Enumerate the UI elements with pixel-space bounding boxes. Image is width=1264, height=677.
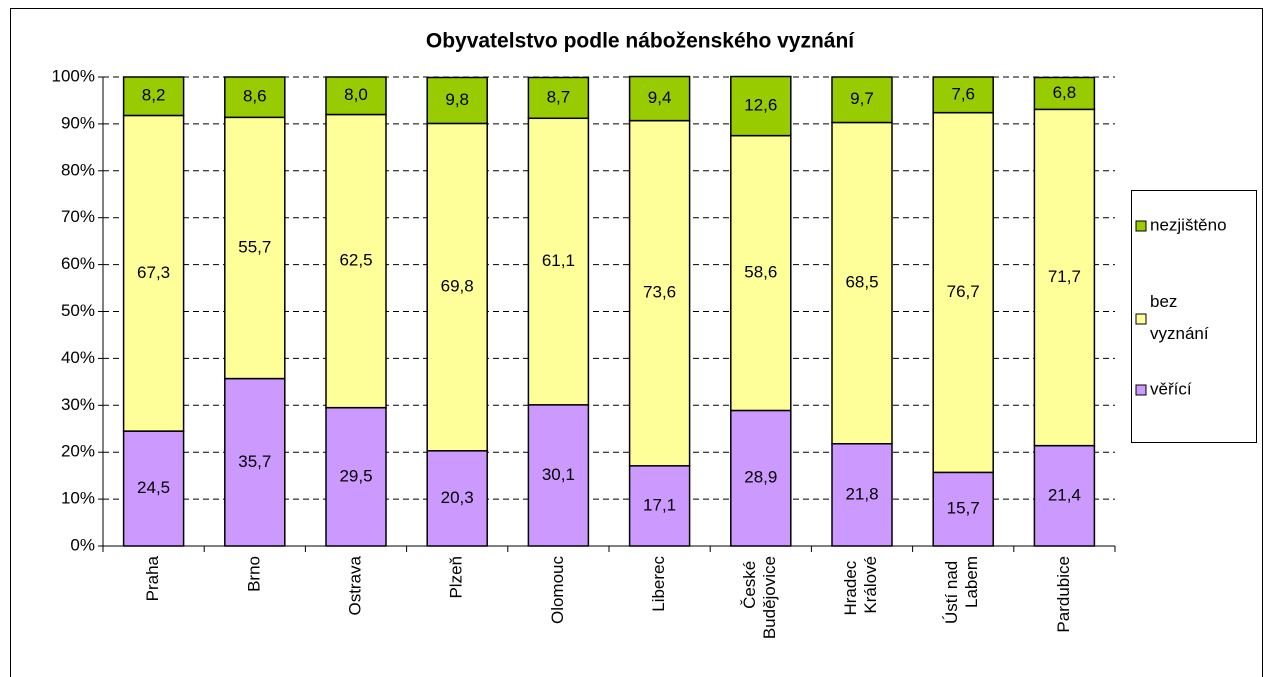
data-label: 55,7	[238, 237, 271, 256]
data-label: 6,8	[1053, 83, 1077, 102]
x-tick-label: Plzeň	[447, 556, 466, 599]
data-label: 73,6	[643, 283, 676, 302]
bar-segment	[730, 75, 792, 137]
data-label: 58,6	[744, 263, 777, 282]
chart-title: Obyvatelstvo podle náboženského vyznání	[426, 30, 855, 53]
data-label: 28,9	[744, 468, 777, 487]
y-tick-label: 20%	[61, 442, 95, 461]
data-label: 17,1	[643, 495, 676, 514]
legend-label: věřící	[1150, 379, 1192, 398]
data-label: 12,6	[744, 96, 777, 115]
bar-segment	[628, 75, 691, 122]
bar-segment	[1033, 76, 1096, 111]
y-tick-label: 0%	[70, 535, 95, 554]
x-label-group: Brno	[244, 556, 263, 592]
data-label: 69,8	[441, 277, 474, 296]
data-label: 7,6	[951, 84, 975, 103]
data-label: 8,6	[243, 87, 267, 106]
bar-segment	[122, 114, 185, 432]
legend-swatch	[1135, 220, 1147, 232]
legend-swatch	[1135, 384, 1147, 396]
legend-label: bez vyznání	[1150, 292, 1209, 343]
bar-segment	[224, 116, 286, 380]
y-tick-label: 40%	[61, 348, 95, 367]
bar-segment	[831, 443, 893, 547]
x-label-group: Ústí nad Labem	[943, 556, 982, 624]
bar-segment	[730, 409, 792, 547]
bar-segment	[932, 76, 994, 114]
data-label: 67,3	[137, 263, 170, 282]
x-label-group: Plzeň	[447, 556, 466, 599]
data-label: 8,2	[142, 86, 166, 105]
x-label-group: Ostrava	[345, 555, 364, 615]
bar-segment	[527, 76, 590, 120]
bar-segment	[831, 121, 893, 445]
data-label: 71,7	[1048, 267, 1081, 286]
legend-swatch	[1135, 313, 1147, 325]
x-label-group: Praha	[143, 555, 162, 601]
bar-segment	[932, 471, 994, 547]
data-label: 8,0	[344, 85, 368, 104]
bar-segment	[527, 404, 590, 547]
y-tick-label: 60%	[61, 254, 95, 273]
data-label: 30,1	[542, 465, 575, 484]
data-label: 24,5	[137, 478, 170, 497]
data-label: 15,7	[947, 499, 980, 518]
bar-segment	[730, 134, 792, 412]
data-label: 21,4	[1048, 485, 1081, 504]
x-tick-label: Praha	[143, 555, 162, 601]
data-label: 20,3	[441, 488, 474, 507]
legend-label: nezjištěno	[1150, 215, 1227, 234]
x-label-group: Liberec	[649, 556, 668, 612]
y-tick-label: 80%	[61, 160, 95, 179]
data-label: 9,8	[445, 90, 469, 109]
bar-segment	[1033, 108, 1096, 447]
data-label: 21,8	[845, 484, 878, 503]
bar-segment	[224, 76, 286, 119]
bar-segment	[527, 117, 590, 406]
data-label: 9,4	[648, 88, 672, 107]
data-label: 9,7	[850, 89, 874, 108]
x-tick-label: Hradec Králové	[841, 556, 880, 616]
x-tick-label: Liberec	[649, 556, 668, 612]
bar-segment	[831, 76, 893, 124]
y-tick-label: 100%	[52, 66, 95, 85]
bar-segment	[426, 76, 488, 125]
data-label: 29,5	[339, 466, 372, 485]
bar-segment	[122, 430, 185, 547]
y-tick-label: 10%	[61, 489, 95, 508]
bar-segment	[325, 76, 387, 116]
x-tick-label: Olomouc	[548, 556, 567, 625]
bar-segment	[628, 465, 691, 547]
data-label: 61,1	[542, 251, 575, 270]
bar-segment	[122, 76, 185, 117]
data-label: 62,5	[339, 251, 372, 270]
y-tick-label: 50%	[61, 301, 95, 320]
data-label: 35,7	[238, 452, 271, 471]
x-label-group: Hradec Králové	[841, 556, 880, 616]
bar-segment	[932, 111, 994, 474]
x-tick-label: Ústí nad Labem	[943, 556, 982, 624]
x-tick-label: České Budějovice	[740, 556, 779, 639]
x-tick-label: Ostrava	[345, 555, 364, 615]
legend-box	[1131, 190, 1257, 443]
x-label-group: České Budějovice	[740, 556, 779, 639]
y-tick-label: 30%	[61, 395, 95, 414]
x-tick-label: Brno	[244, 556, 263, 592]
data-label: 76,7	[947, 282, 980, 301]
data-label: 8,7	[547, 87, 571, 106]
x-label-group: Pardubice	[1054, 556, 1073, 633]
bar-segment	[325, 113, 387, 409]
bar-segment	[325, 406, 387, 547]
data-label: 68,5	[845, 273, 878, 292]
y-tick-label: 70%	[61, 207, 95, 226]
x-tick-label: Pardubice	[1054, 556, 1073, 633]
bar-segment	[426, 122, 488, 452]
y-tick-label: 90%	[61, 113, 95, 132]
x-label-group: Olomouc	[548, 556, 567, 625]
